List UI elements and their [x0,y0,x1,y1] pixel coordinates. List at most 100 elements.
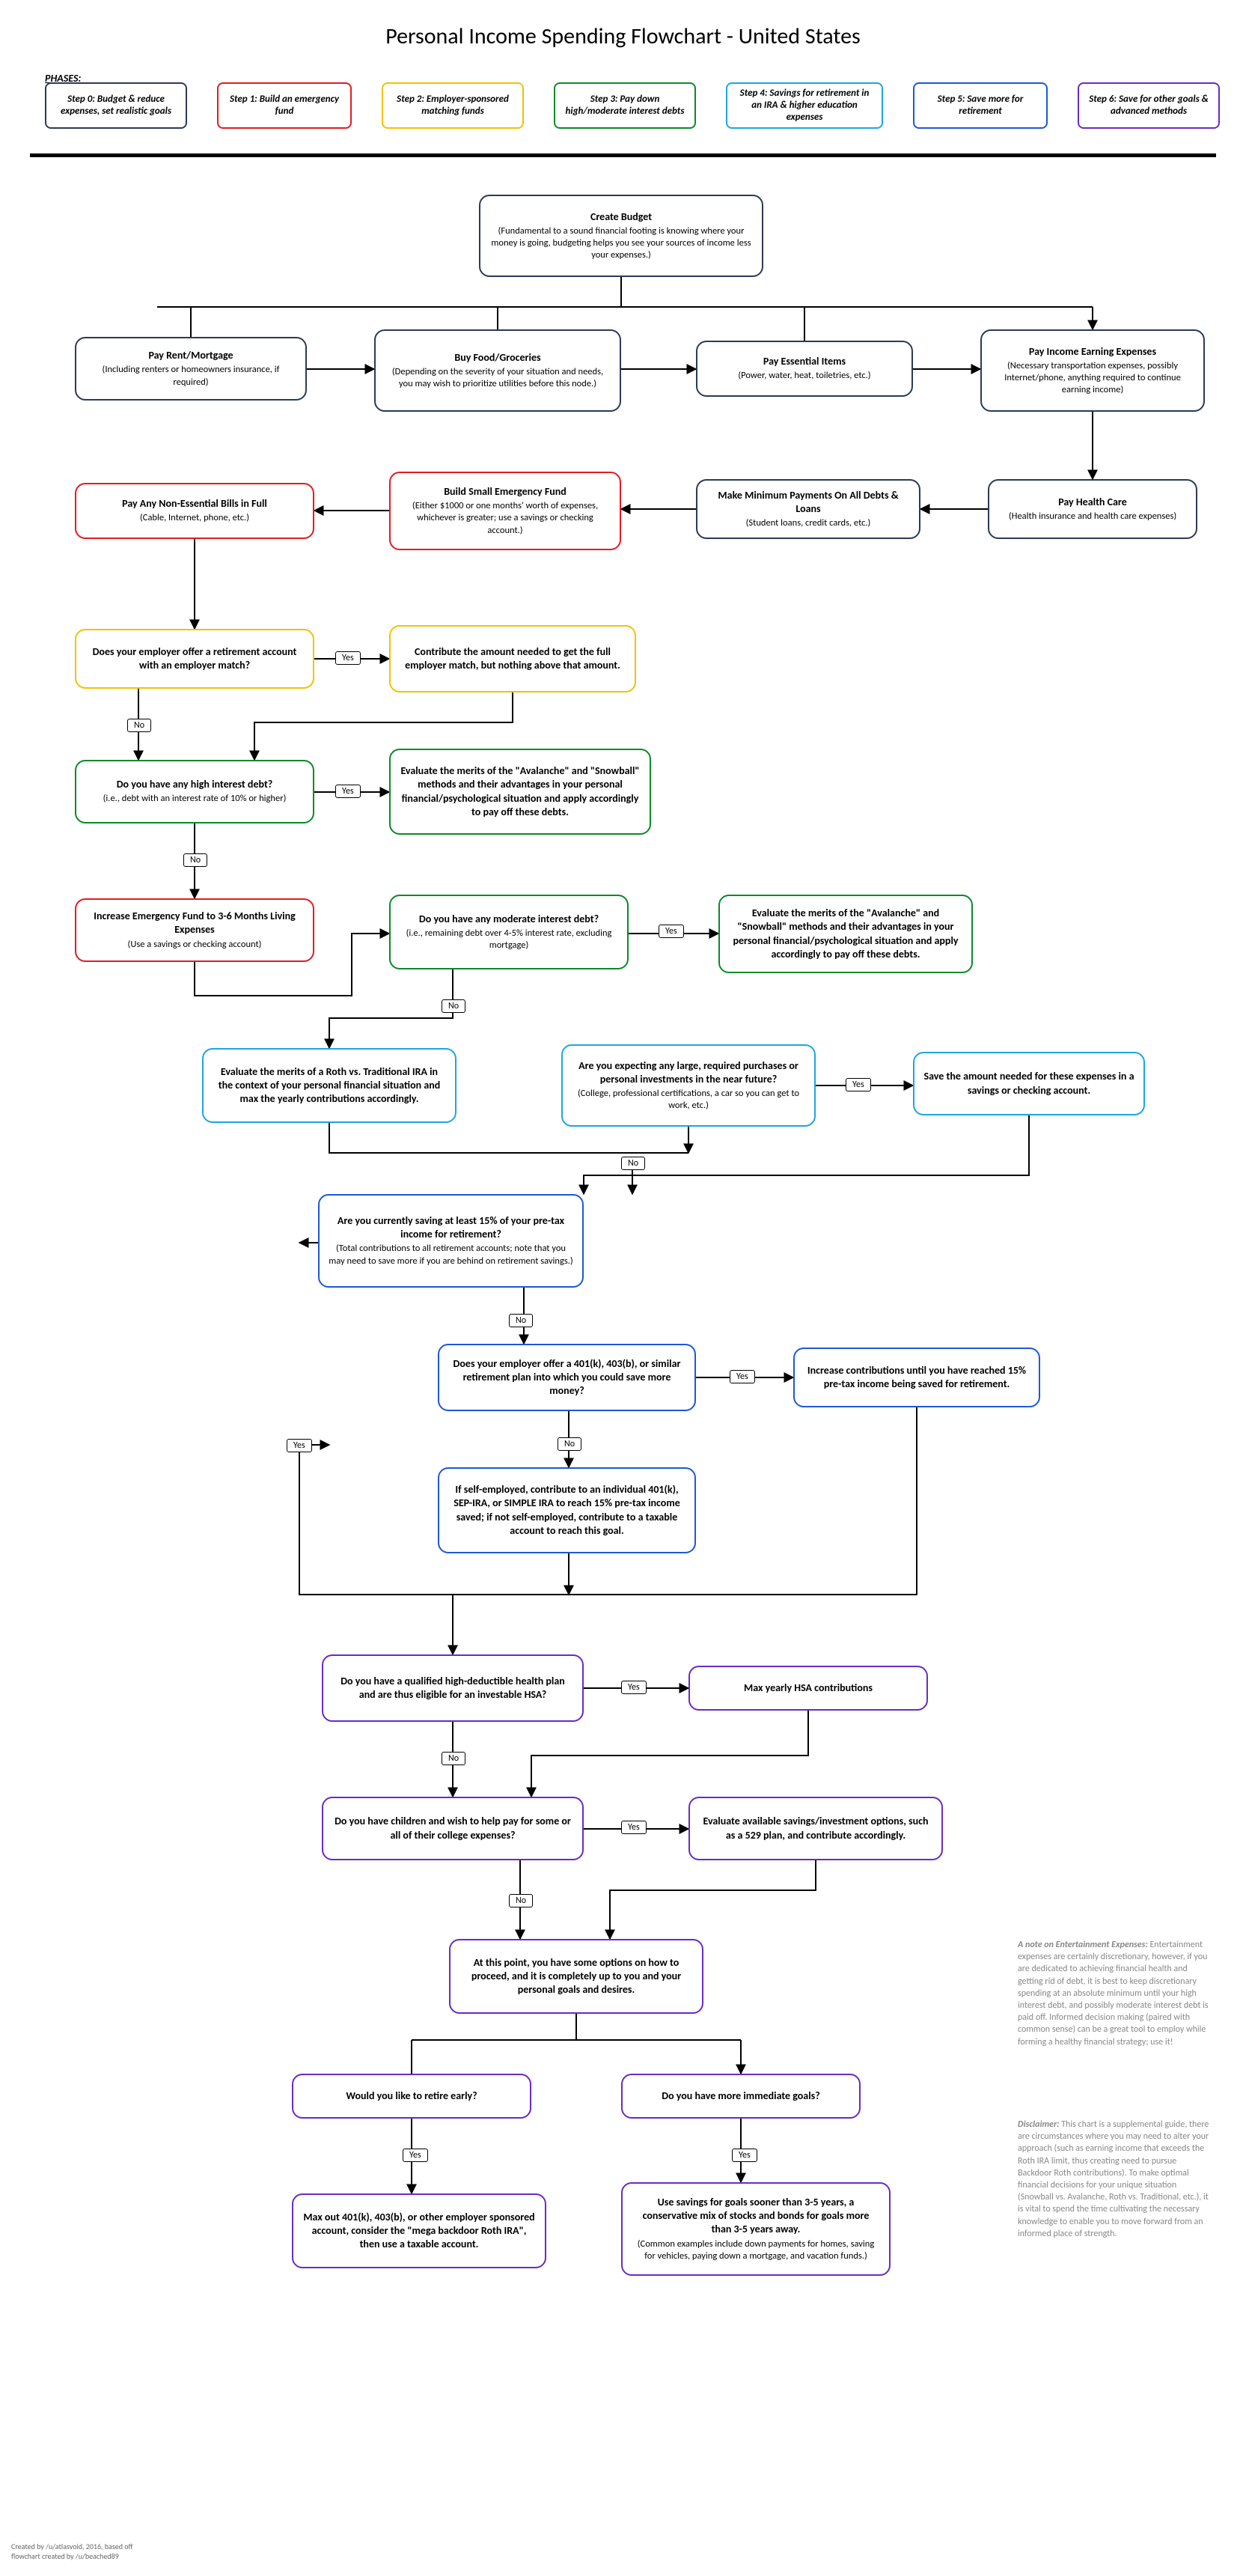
disclaimer-title: Disclaimer: [1018,2119,1059,2130]
phase-box-p2: Step 2: Employer-sponsored matching fund… [382,82,524,129]
node-savepurch: Save the amount needed for these expense… [913,1052,1145,1115]
edge-label: Yes [287,1439,312,1452]
node-title: Evaluate the merits of the "Avalanche" a… [729,907,962,961]
node-moddebta: Evaluate the merits of the "Avalanche" a… [718,895,973,973]
edge-label: Yes [335,651,361,665]
node-title: Make Minimum Payments On All Debts & Loa… [706,489,910,516]
edge-label: Yes [403,2149,428,2162]
edge-label: Yes [846,1078,871,1091]
node-subtitle: (Either $1000 or one months' worth of ex… [400,500,611,537]
node-incomeexp: Pay Income Earning Expenses(Necessary tr… [980,329,1205,412]
node-usesavings: Use savings for goals sooner than 3-5 ye… [621,2182,891,2276]
node-title: Buy Food/Groceries [454,351,540,365]
node-subtitle: (Use a savings or checking account) [128,939,262,951]
phase-box-p5: Step 5: Save more for retirement [913,82,1048,129]
node-collegeq: Do you have children and wish to help pa… [322,1797,584,1860]
node-food: Buy Food/Groceries(Depending on the seve… [374,329,621,412]
node-title: Do you have any moderate interest debt? [419,913,599,926]
node-incef: Increase Emergency Fund to 3-6 Months Li… [75,898,314,962]
node-subtitle: (i.e., debt with an interest rate of 10%… [103,793,287,805]
node-title: Pay Health Care [1058,496,1127,509]
node-title: Build Small Emergency Fund [444,485,566,499]
node-highdebta: Evaluate the merits of the "Avalanche" a… [389,749,651,835]
edge-label: No [509,1894,533,1907]
disclaimer-body: This chart is a supplemental guide, ther… [1018,2119,1209,2239]
edge-label: Yes [621,1681,647,1694]
node-fifteenq: Are you currently saving at least 15% of… [318,1194,584,1288]
node-empmatchq: Does your employer offer a retirement ac… [75,629,314,689]
node-title: Increase contributions until you have re… [804,1364,1030,1391]
node-collegea: Evaluate available savings/investment op… [688,1797,943,1860]
edge-label: Yes [621,1821,647,1834]
edge-label: No [127,719,151,732]
node-title: Increase Emergency Fund to 3-6 Months Li… [85,910,304,937]
node-highdebtq: Do you have any high interest debt? (i.e.… [75,760,314,823]
node-selfemp: If self-employed, contribute to an indiv… [438,1467,696,1553]
node-options: At this point, you have some options on … [449,1939,703,2014]
node-mindebt: Make Minimum Payments On All Debts & Loa… [696,479,920,539]
node-title: Do you have more immediate goals? [662,2089,819,2103]
node-maxout: Max out 401(k), 403(b), or other employe… [292,2193,546,2268]
edge-label: No [442,1752,465,1765]
node-immediate: Do you have more immediate goals? [621,2074,861,2119]
node-title: Are you currently saving at least 15% of… [329,1214,573,1241]
node-subtitle: (Cable, Internet, phone, etc.) [140,512,249,524]
node-title: Create Budget [590,210,652,224]
node-title: Evaluate available savings/investment op… [699,1815,932,1842]
edge-label: No [558,1437,581,1451]
node-title: Pay Essential Items [763,355,846,368]
node-smallef: Build Small Emergency Fund(Either $1000 … [389,472,621,550]
node-rent: Pay Rent/Mortgage (Including renters or h… [75,337,307,401]
node-subtitle: (Fundamental to a sound financial footin… [489,225,753,262]
node-empmatcha: Contribute the amount needed to get the … [389,625,636,692]
node-retireearly: Would you like to retire early? [292,2074,531,2119]
node-title: Evaluate the merits of the "Avalanche" a… [400,764,641,819]
edge-label: Yes [659,925,684,938]
node-title: Pay Income Earning Expenses [1029,345,1156,359]
footer-credit: Created by /u/atlasvoid, 2016, based off… [11,2542,132,2561]
edge-label: No [442,999,465,1013]
edge-label: No [621,1157,645,1170]
node-subtitle: (Common examples include down payments f… [632,2238,880,2263]
node-title: Does your employer offer a 401(k), 403(b… [448,1357,685,1398]
node-nonessential: Pay Any Non-Essential Bills in Full(Cabl… [75,483,314,539]
node-largepurch: Are you expecting any large, required pu… [561,1044,816,1127]
node-title: Max yearly HSA contributions [744,1681,873,1695]
node-plan401q: Does your employer offer a 401(k), 403(b… [438,1344,696,1411]
node-subtitle: (Including renters or homeowners insuran… [85,364,296,389]
node-title: Use savings for goals sooner than 3-5 ye… [632,2196,880,2237]
node-iraeval: Evaluate the merits of a Roth vs. Tradit… [202,1048,456,1123]
edge-label: Yes [732,2149,757,2162]
node-increase15: Increase contributions until you have re… [793,1348,1040,1407]
node-hsaq: Do you have a qualified high-deductible … [322,1654,584,1722]
node-title: Do you have children and wish to help pa… [332,1815,573,1842]
phase-box-p1: Step 1: Build an emergency fund [217,82,352,129]
note-title: A note on Entertainment Expenses: [1018,1940,1148,1950]
phase-box-p0: Step 0: Budget & reduce expenses, set re… [45,82,187,129]
node-title: Max out 401(k), 403(b), or other employe… [302,2211,536,2252]
node-title: Do you have any high interest debt? [117,778,273,791]
divider [30,153,1216,157]
node-hsaa: Max yearly HSA contributions [688,1666,928,1711]
node-title: Do you have a qualified high-deductible … [332,1675,573,1702]
node-title: Save the amount needed for these expense… [923,1070,1134,1097]
disclaimer-note: Disclaimer: This chart is a supplemental… [1018,2119,1212,2240]
node-subtitle: (Necessary transportation expenses, poss… [991,360,1194,397]
node-subtitle: (Total contributions to all retirement a… [329,1243,573,1267]
node-essential: Pay Essential Items(Power, water, heat, … [696,341,913,397]
node-title: Are you expecting any large, required pu… [572,1059,805,1086]
phase-box-p6: Step 6: Save for other goals & advanced … [1078,82,1220,129]
node-health: Pay Health Care (Health insurance and hea… [988,479,1197,539]
node-title: If self-employed, contribute to an indiv… [448,1483,685,1538]
edge-label: Yes [730,1370,755,1383]
node-subtitle: (Health insurance and health care expens… [1009,511,1176,523]
edge-label: No [183,853,207,867]
node-title: Evaluate the merits of a Roth vs. Tradit… [213,1065,446,1106]
node-title: At this point, you have some options on … [459,1956,693,1997]
node-title: Would you like to retire early? [346,2089,477,2103]
node-title: Pay Rent/Mortgage [148,349,233,362]
entertainment-note: A note on Entertainment Expenses: Entert… [1018,1939,1212,2048]
edge-label: No [509,1314,533,1327]
phase-box-p4: Step 4: Savings for retirement in an IRA… [726,82,883,129]
page: Personal Income Spending Flowchart - Uni… [0,0,1246,2576]
